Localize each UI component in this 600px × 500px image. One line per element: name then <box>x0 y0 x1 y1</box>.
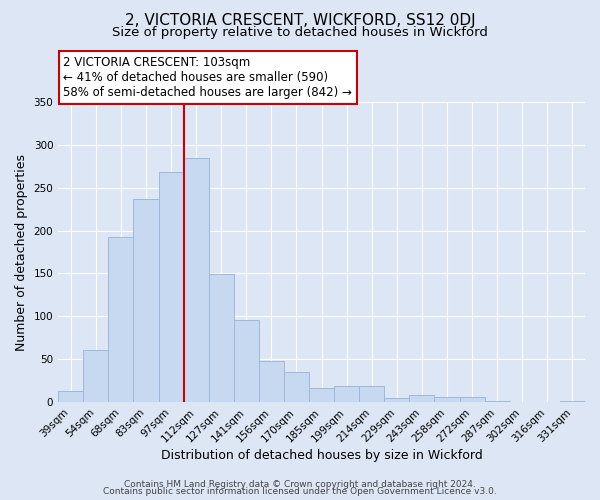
Y-axis label: Number of detached properties: Number of detached properties <box>15 154 28 350</box>
Bar <box>158 172 184 402</box>
Bar <box>109 238 133 402</box>
Bar <box>385 398 409 402</box>
Bar <box>434 397 460 402</box>
Bar <box>209 274 234 402</box>
Bar <box>359 386 385 402</box>
Bar <box>460 397 485 402</box>
Bar <box>234 320 259 402</box>
Bar <box>284 372 309 402</box>
Bar <box>133 199 158 402</box>
Text: 2 VICTORIA CRESCENT: 103sqm
← 41% of detached houses are smaller (590)
58% of se: 2 VICTORIA CRESCENT: 103sqm ← 41% of det… <box>64 56 352 99</box>
Bar <box>409 396 434 402</box>
Text: Size of property relative to detached houses in Wickford: Size of property relative to detached ho… <box>112 26 488 39</box>
Bar <box>58 391 83 402</box>
Bar <box>83 350 109 402</box>
Text: 2, VICTORIA CRESCENT, WICKFORD, SS12 0DJ: 2, VICTORIA CRESCENT, WICKFORD, SS12 0DJ <box>125 12 475 28</box>
X-axis label: Distribution of detached houses by size in Wickford: Distribution of detached houses by size … <box>161 450 482 462</box>
Text: Contains HM Land Registry data © Crown copyright and database right 2024.: Contains HM Land Registry data © Crown c… <box>124 480 476 489</box>
Bar <box>184 158 209 402</box>
Bar <box>259 361 284 402</box>
Bar <box>334 386 359 402</box>
Text: Contains public sector information licensed under the Open Government Licence v3: Contains public sector information licen… <box>103 487 497 496</box>
Bar <box>309 388 334 402</box>
